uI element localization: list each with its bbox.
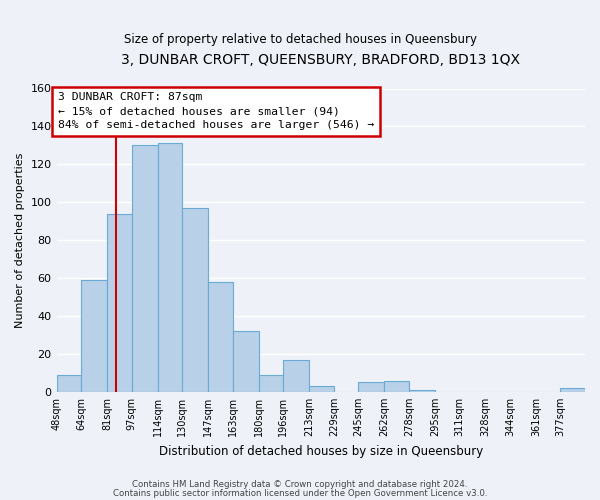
- Bar: [182, 208, 208, 392]
- Bar: [385, 380, 409, 392]
- Bar: [208, 282, 233, 392]
- Bar: [358, 382, 385, 392]
- Bar: [158, 144, 182, 392]
- Y-axis label: Number of detached properties: Number of detached properties: [15, 152, 25, 328]
- Bar: [560, 388, 585, 392]
- Bar: [283, 360, 309, 392]
- Text: 3 DUNBAR CROFT: 87sqm
← 15% of detached houses are smaller (94)
84% of semi-deta: 3 DUNBAR CROFT: 87sqm ← 15% of detached …: [58, 92, 374, 130]
- X-axis label: Distribution of detached houses by size in Queensbury: Distribution of detached houses by size …: [158, 444, 483, 458]
- Bar: [259, 375, 283, 392]
- Bar: [56, 375, 81, 392]
- Bar: [107, 214, 131, 392]
- Bar: [233, 331, 259, 392]
- Text: Size of property relative to detached houses in Queensbury: Size of property relative to detached ho…: [124, 32, 476, 46]
- Bar: [131, 146, 158, 392]
- Bar: [81, 280, 107, 392]
- Bar: [409, 390, 435, 392]
- Text: Contains HM Land Registry data © Crown copyright and database right 2024.: Contains HM Land Registry data © Crown c…: [132, 480, 468, 489]
- Text: Contains public sector information licensed under the Open Government Licence v3: Contains public sector information licen…: [113, 489, 487, 498]
- Title: 3, DUNBAR CROFT, QUEENSBURY, BRADFORD, BD13 1QX: 3, DUNBAR CROFT, QUEENSBURY, BRADFORD, B…: [121, 52, 520, 66]
- Bar: [309, 386, 334, 392]
